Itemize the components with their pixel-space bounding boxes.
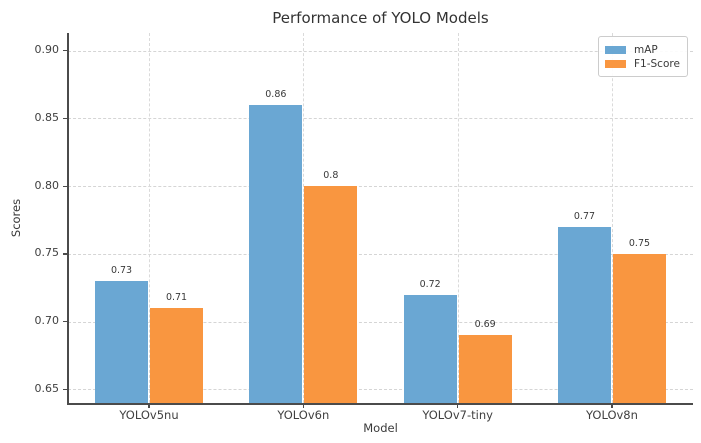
- x-axis-spine: [67, 403, 693, 405]
- h-gridline: [68, 253, 693, 255]
- bar-map-yolov8n: [557, 226, 611, 403]
- y-tick-mark: [63, 50, 67, 52]
- bar-map-yolov6n: [249, 104, 303, 403]
- x-tick-label: YOLOv6n: [277, 408, 330, 422]
- bar-value-label: 0.69: [474, 319, 496, 331]
- v-gridline: [303, 33, 305, 403]
- h-gridline: [68, 389, 693, 391]
- x-tick-mark: [148, 404, 150, 408]
- x-axis-label: Model: [363, 421, 398, 435]
- legend-label-f1-score: F1-Score: [634, 57, 680, 70]
- x-tick-label: YOLOv7-tiny: [422, 408, 493, 422]
- bar-f1-score-yolov8n: [612, 253, 666, 403]
- y-tick-label: 0.65: [34, 381, 60, 395]
- bar-value-label: 0.77: [573, 210, 596, 222]
- y-axis-spine: [67, 33, 69, 405]
- y-tick-mark: [63, 253, 67, 255]
- bar-f1-score-yolov7-tiny: [458, 335, 512, 403]
- legend-item-f1-score: F1-Score: [605, 57, 680, 70]
- x-tick-label: YOLOv5nu: [119, 408, 179, 422]
- h-gridline: [68, 50, 693, 52]
- y-tick-mark: [63, 388, 67, 391]
- y-tick-label: 0.80: [34, 178, 60, 192]
- legend-label-map: mAP: [634, 43, 658, 56]
- legend-item-map: mAP: [605, 43, 680, 56]
- y-tick-mark: [63, 117, 67, 119]
- h-gridline: [68, 118, 693, 120]
- bar-value-label: 0.71: [165, 292, 188, 304]
- bar-value-label: 0.72: [419, 278, 441, 290]
- legend: mAP F1-Score: [598, 36, 688, 77]
- x-tick-mark: [611, 404, 613, 408]
- y-tick-label: 0.85: [34, 110, 60, 124]
- y-tick-mark: [63, 321, 67, 323]
- y-tick-label: 0.70: [34, 314, 60, 328]
- f1-score-series-swatch-icon: [605, 59, 626, 68]
- chart-title: Performance of YOLO Models: [272, 9, 489, 27]
- x-tick-label: YOLOv8n: [586, 408, 638, 422]
- bar-f1-score-yolov5nu: [150, 308, 204, 403]
- v-gridline: [149, 33, 151, 403]
- map-series-swatch-icon: [605, 45, 626, 54]
- bar-map-yolov5nu: [95, 281, 149, 403]
- h-gridline: [68, 321, 693, 323]
- bar-value-label: 0.73: [110, 265, 133, 277]
- bar-value-label: 0.86: [265, 88, 287, 100]
- bar-map-yolov7-tiny: [403, 294, 457, 403]
- y-tick-mark: [63, 185, 67, 187]
- x-tick-mark: [302, 404, 304, 408]
- y-axis-label: Scores: [9, 198, 23, 238]
- x-tick-mark: [457, 404, 459, 408]
- bar-value-label: 0.8: [323, 170, 339, 182]
- h-gridline: [68, 186, 693, 188]
- plot-area: 0.73 0.86 0.72 0.77 0.71 0.8 0.69 0.75: [68, 33, 693, 403]
- v-gridline: [611, 33, 613, 403]
- y-tick-label: 0.75: [34, 246, 60, 260]
- y-tick-label: 0.90: [34, 43, 60, 57]
- bar-f1-score-yolov6n: [304, 186, 358, 403]
- v-gridline: [457, 33, 459, 403]
- bar-value-label: 0.75: [628, 237, 651, 249]
